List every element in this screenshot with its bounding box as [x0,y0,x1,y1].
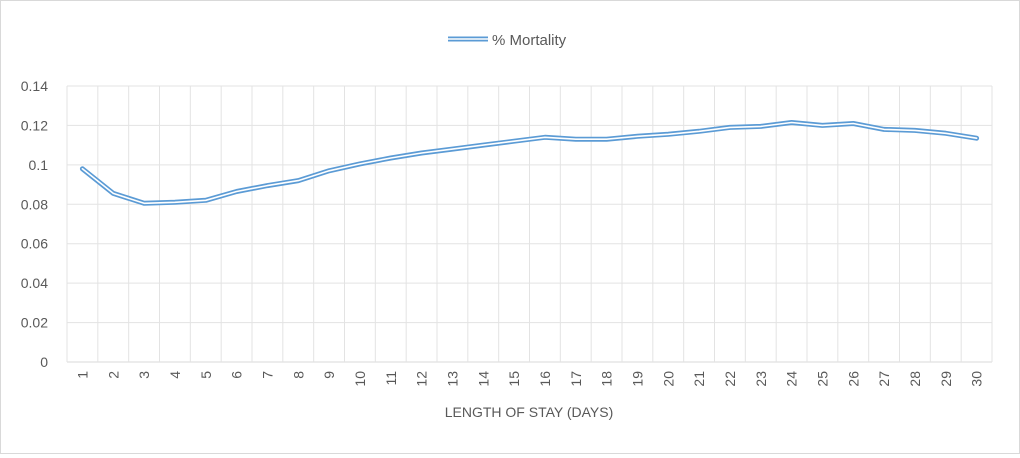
x-tick-label: 5 [198,371,214,379]
legend-label: % Mortality [492,32,567,49]
x-tick-label: 8 [290,371,306,379]
legend: % Mortality [448,32,567,49]
y-tick-label: 0.12 [21,117,48,133]
y-tick-label: 0.1 [29,157,49,173]
x-tick-label: 30 [969,371,985,387]
x-tick-label: 26 [845,371,861,387]
x-tick-label: 2 [105,371,121,379]
x-tick-label: 13 [444,371,460,387]
x-tick-label: 9 [321,371,337,379]
x-tick-label: 27 [876,371,892,387]
x-tick-label: 15 [506,371,522,387]
x-tick-label: 7 [259,371,275,379]
x-tick-label: 16 [537,371,553,387]
x-tick-label: 25 [814,371,830,387]
x-tick-label: 18 [599,371,615,387]
x-tick-label: 6 [229,371,245,379]
y-tick-label: 0.02 [21,315,48,331]
x-tick-label: 29 [938,371,954,387]
x-tick-label: 12 [414,371,430,387]
x-tick-label: 20 [660,371,676,387]
y-tick-label: 0.04 [21,275,48,291]
x-tick-label: 10 [352,371,368,387]
x-tick-label: 28 [907,371,923,387]
series-lines [79,120,980,206]
x-tick-label: 24 [784,371,800,387]
y-tick-label: 0.08 [21,196,48,212]
x-tick-label: 11 [383,371,399,386]
gridlines [66,85,993,363]
x-tick-label: 17 [568,371,584,387]
x-tick-label: 14 [475,371,491,387]
x-tick-label: 21 [691,371,707,387]
x-tick-label: 22 [722,371,738,387]
x-tick-label: 23 [753,371,769,387]
x-tick-label: 1 [74,371,90,379]
y-axis-ticks: 0 0.02 0.04 0.06 0.08 0.1 0.12 0.14 [21,78,48,370]
x-tick-label: 3 [136,371,152,379]
x-axis-ticks: 1 2 3 4 5 6 7 8 9 10 11 12 13 14 15 16 17 18 19 20 21 22 23 24 2… [74,371,984,387]
x-tick-label: 19 [629,371,645,387]
y-tick-label: 0.06 [21,236,48,252]
x-axis-label: LENGTH OF STAY (DAYS) [445,404,614,420]
x-tick-label: 4 [167,371,183,379]
series-line [79,120,980,206]
y-tick-label: 0 [40,354,48,370]
y-tick-label: 0.14 [21,78,48,94]
